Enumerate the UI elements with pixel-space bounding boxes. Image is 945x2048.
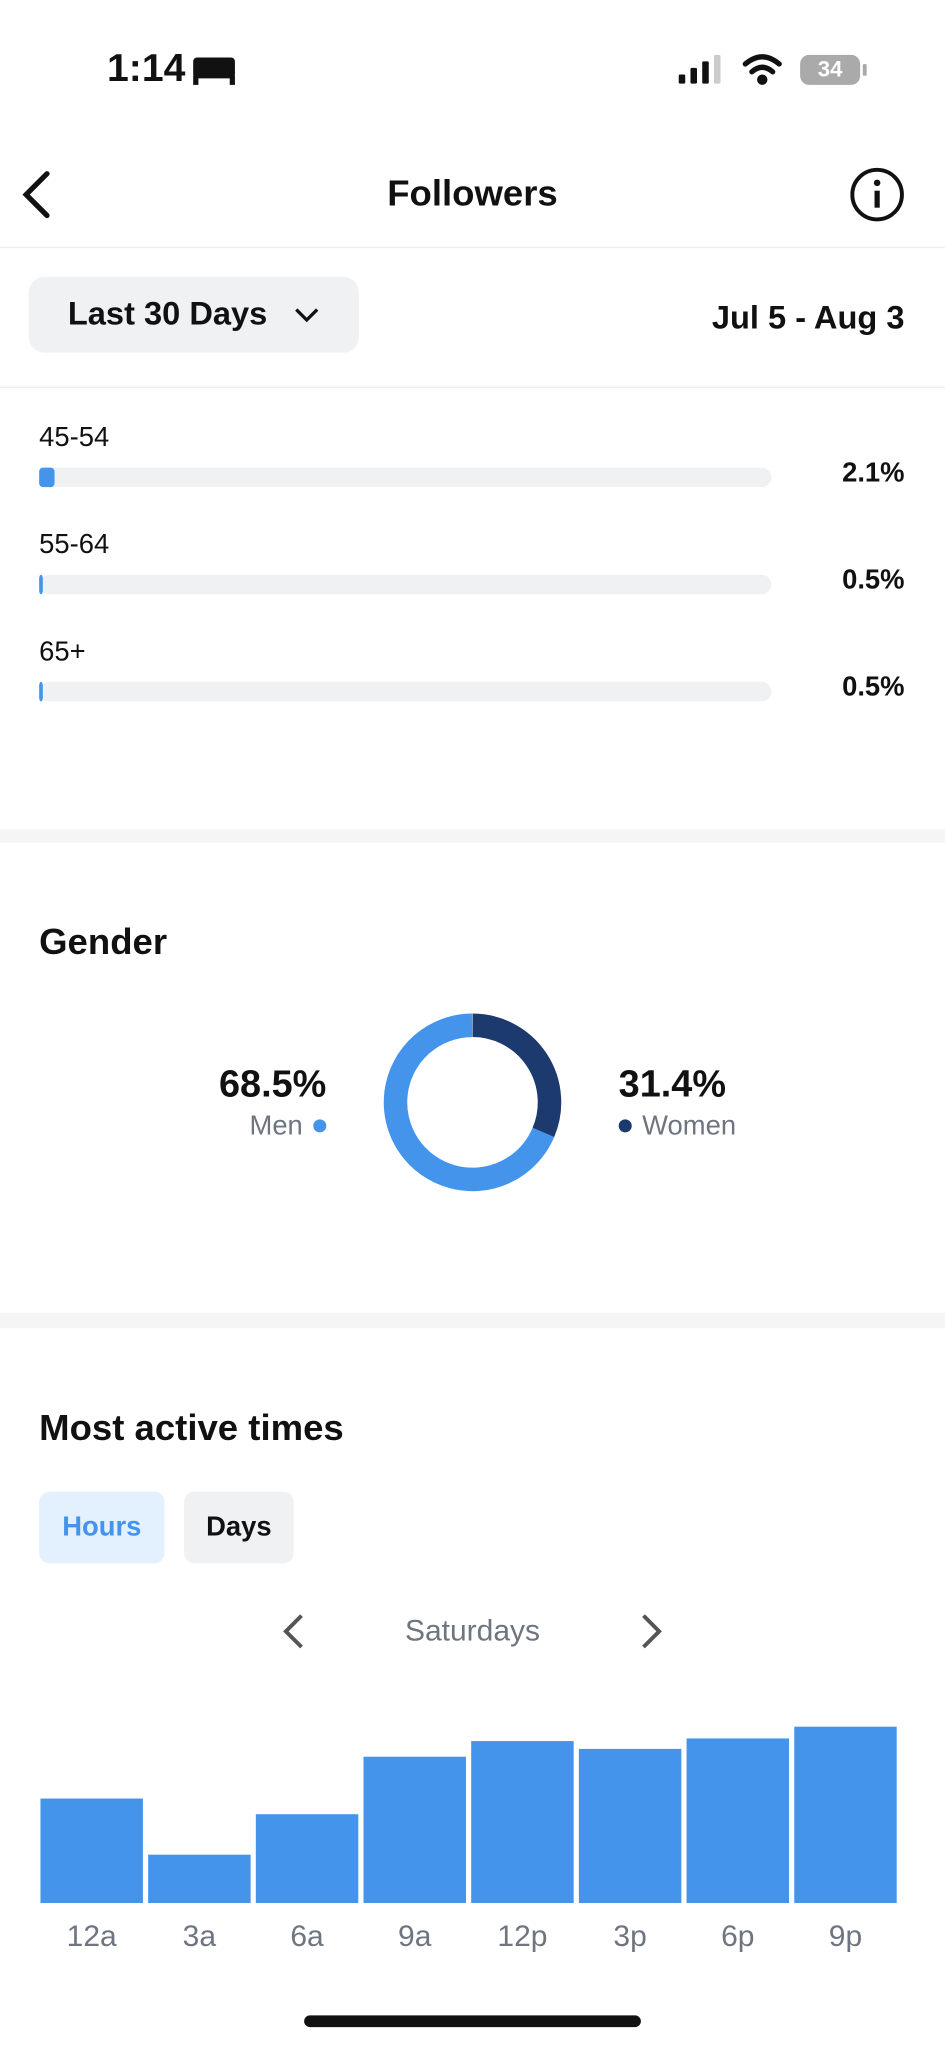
- age-label: 45-54: [39, 421, 109, 452]
- donut-segment: [472, 1013, 562, 1138]
- date-range: Jul 5 - Aug 3: [712, 299, 905, 336]
- battery-tip: [862, 64, 867, 76]
- bed-icon: [193, 57, 235, 85]
- hour-label: 3p: [613, 1920, 646, 1953]
- signal-icon: [678, 54, 721, 84]
- age-label: 55-64: [39, 528, 109, 559]
- home-indicator: [304, 2015, 641, 2028]
- hour-label: 6p: [721, 1920, 754, 1953]
- next-day[interactable]: [642, 1614, 662, 1649]
- activity-bar: [471, 1741, 574, 1904]
- hour-label: 3a: [183, 1920, 217, 1953]
- active-title: Most active times: [39, 1407, 344, 1448]
- hour-label: 6a: [290, 1920, 324, 1953]
- age-value: 0.5%: [842, 563, 904, 594]
- activity-bar: [148, 1854, 251, 1904]
- men-label: Men: [250, 1109, 303, 1140]
- section-gap: [0, 1312, 945, 1329]
- days-tab[interactable]: [184, 1491, 294, 1564]
- women-value: 31.4%: [619, 1064, 726, 1106]
- activity-bar: [363, 1756, 466, 1904]
- activity-bar: [686, 1738, 790, 1904]
- activity-bar: [255, 1814, 359, 1904]
- age-bar: [39, 574, 43, 595]
- header-title: Followers: [387, 173, 558, 214]
- wifi-icon: [742, 54, 782, 85]
- age-bar: [39, 681, 43, 702]
- activity-bar: [578, 1748, 682, 1904]
- hour-label: 12p: [497, 1920, 547, 1953]
- status-time: 1:14: [107, 47, 186, 90]
- legend-dot: [313, 1119, 327, 1133]
- hours-tab-label: Hours: [62, 1510, 141, 1541]
- activity-bar: [40, 1798, 143, 1904]
- age-track: [39, 681, 772, 702]
- section-gap: [0, 829, 945, 843]
- age-value: 0.5%: [842, 671, 904, 702]
- gender-title: Gender: [39, 921, 167, 962]
- back-button[interactable]: [22, 171, 50, 219]
- hour-label: 12a: [67, 1920, 117, 1953]
- activity-bar: [794, 1726, 897, 1904]
- range-label: Last 30 Days: [68, 295, 267, 332]
- age-track: [39, 467, 772, 488]
- info-button[interactable]: [850, 167, 904, 222]
- range-chevron: [295, 308, 319, 323]
- donut-segment: [383, 1013, 555, 1192]
- divider: [0, 386, 945, 388]
- age-value: 2.1%: [842, 456, 904, 487]
- hour-label: 9p: [829, 1920, 862, 1953]
- battery-level: 34: [818, 56, 843, 81]
- age-track: [39, 574, 772, 595]
- women-label: Women: [642, 1109, 736, 1140]
- men-value: 68.5%: [219, 1064, 326, 1106]
- hour-label: 9a: [398, 1920, 432, 1953]
- legend-dot: [618, 1119, 632, 1133]
- range-button[interactable]: [28, 276, 359, 353]
- divider: [0, 246, 945, 249]
- hours-tab[interactable]: [39, 1491, 165, 1564]
- day-label: Saturdays: [405, 1615, 540, 1648]
- age-label: 65+: [39, 635, 85, 666]
- days-tab-label: Days: [206, 1510, 272, 1541]
- age-bar: [39, 467, 55, 488]
- battery-icon: [800, 54, 861, 85]
- prev-day[interactable]: [283, 1614, 303, 1649]
